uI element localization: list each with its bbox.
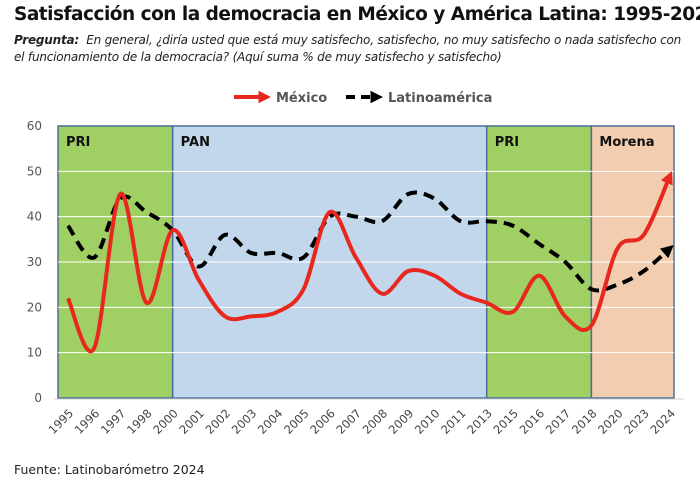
x-tick-label: 2018 bbox=[569, 406, 600, 437]
y-tick-label: 50 bbox=[27, 164, 42, 178]
y-tick-label: 10 bbox=[27, 346, 42, 360]
x-tick-label: 2009 bbox=[386, 406, 417, 437]
question-body: En general, ¿diría usted que está muy sa… bbox=[14, 33, 682, 64]
y-tick-label: 60 bbox=[27, 119, 42, 133]
question-label: Pregunta: bbox=[14, 33, 79, 47]
x-tick-label: 2020 bbox=[595, 406, 626, 437]
period-label: PRI bbox=[495, 135, 519, 150]
source-note: Fuente: Latinobarómetro 2024 bbox=[14, 462, 205, 477]
x-tick-label: 2024 bbox=[647, 406, 678, 437]
period-label: PAN bbox=[181, 135, 210, 150]
x-tick-label: 2003 bbox=[229, 406, 260, 437]
x-tick-label: 2017 bbox=[543, 406, 574, 437]
x-tick-label: 2008 bbox=[360, 406, 391, 437]
x-tick-label: 1998 bbox=[124, 406, 155, 437]
period-label: Morena bbox=[599, 135, 654, 150]
series-line-latinoamerica bbox=[66, 190, 674, 293]
x-tick-label: 2001 bbox=[176, 406, 207, 437]
y-tick-label: 20 bbox=[27, 300, 42, 314]
x-tick-label: 2015 bbox=[490, 406, 521, 437]
y-tick-label: 40 bbox=[27, 210, 42, 224]
question-text: Pregunta: En general, ¿diría usted que e… bbox=[14, 32, 694, 66]
x-tick-label: 2000 bbox=[150, 406, 181, 437]
x-tick-label: 1997 bbox=[98, 406, 129, 437]
x-tick-label: 2002 bbox=[203, 406, 234, 437]
x-tick-label: 2023 bbox=[621, 406, 652, 437]
x-tick-label: 2010 bbox=[412, 406, 443, 437]
x-tick-label: 1996 bbox=[72, 406, 103, 437]
x-tick-label: 2006 bbox=[307, 406, 338, 437]
legend-label: Latinoamérica bbox=[388, 91, 492, 106]
x-tick-label: 2004 bbox=[255, 406, 286, 437]
legend-label: México bbox=[276, 91, 327, 106]
x-tick-label: 2016 bbox=[517, 406, 548, 437]
x-tick-label: 2013 bbox=[464, 406, 495, 437]
chart-title: Satisfacción con la democracia en México… bbox=[14, 4, 700, 25]
x-tick-label: 2011 bbox=[438, 406, 469, 437]
x-tick-label: 2007 bbox=[333, 406, 364, 437]
y-tick-label: 30 bbox=[27, 255, 42, 269]
period-label: PRI bbox=[66, 135, 90, 150]
x-tick-label: 1995 bbox=[46, 406, 77, 437]
y-tick-label: 0 bbox=[34, 391, 42, 405]
x-tick-label: 2005 bbox=[281, 406, 312, 437]
